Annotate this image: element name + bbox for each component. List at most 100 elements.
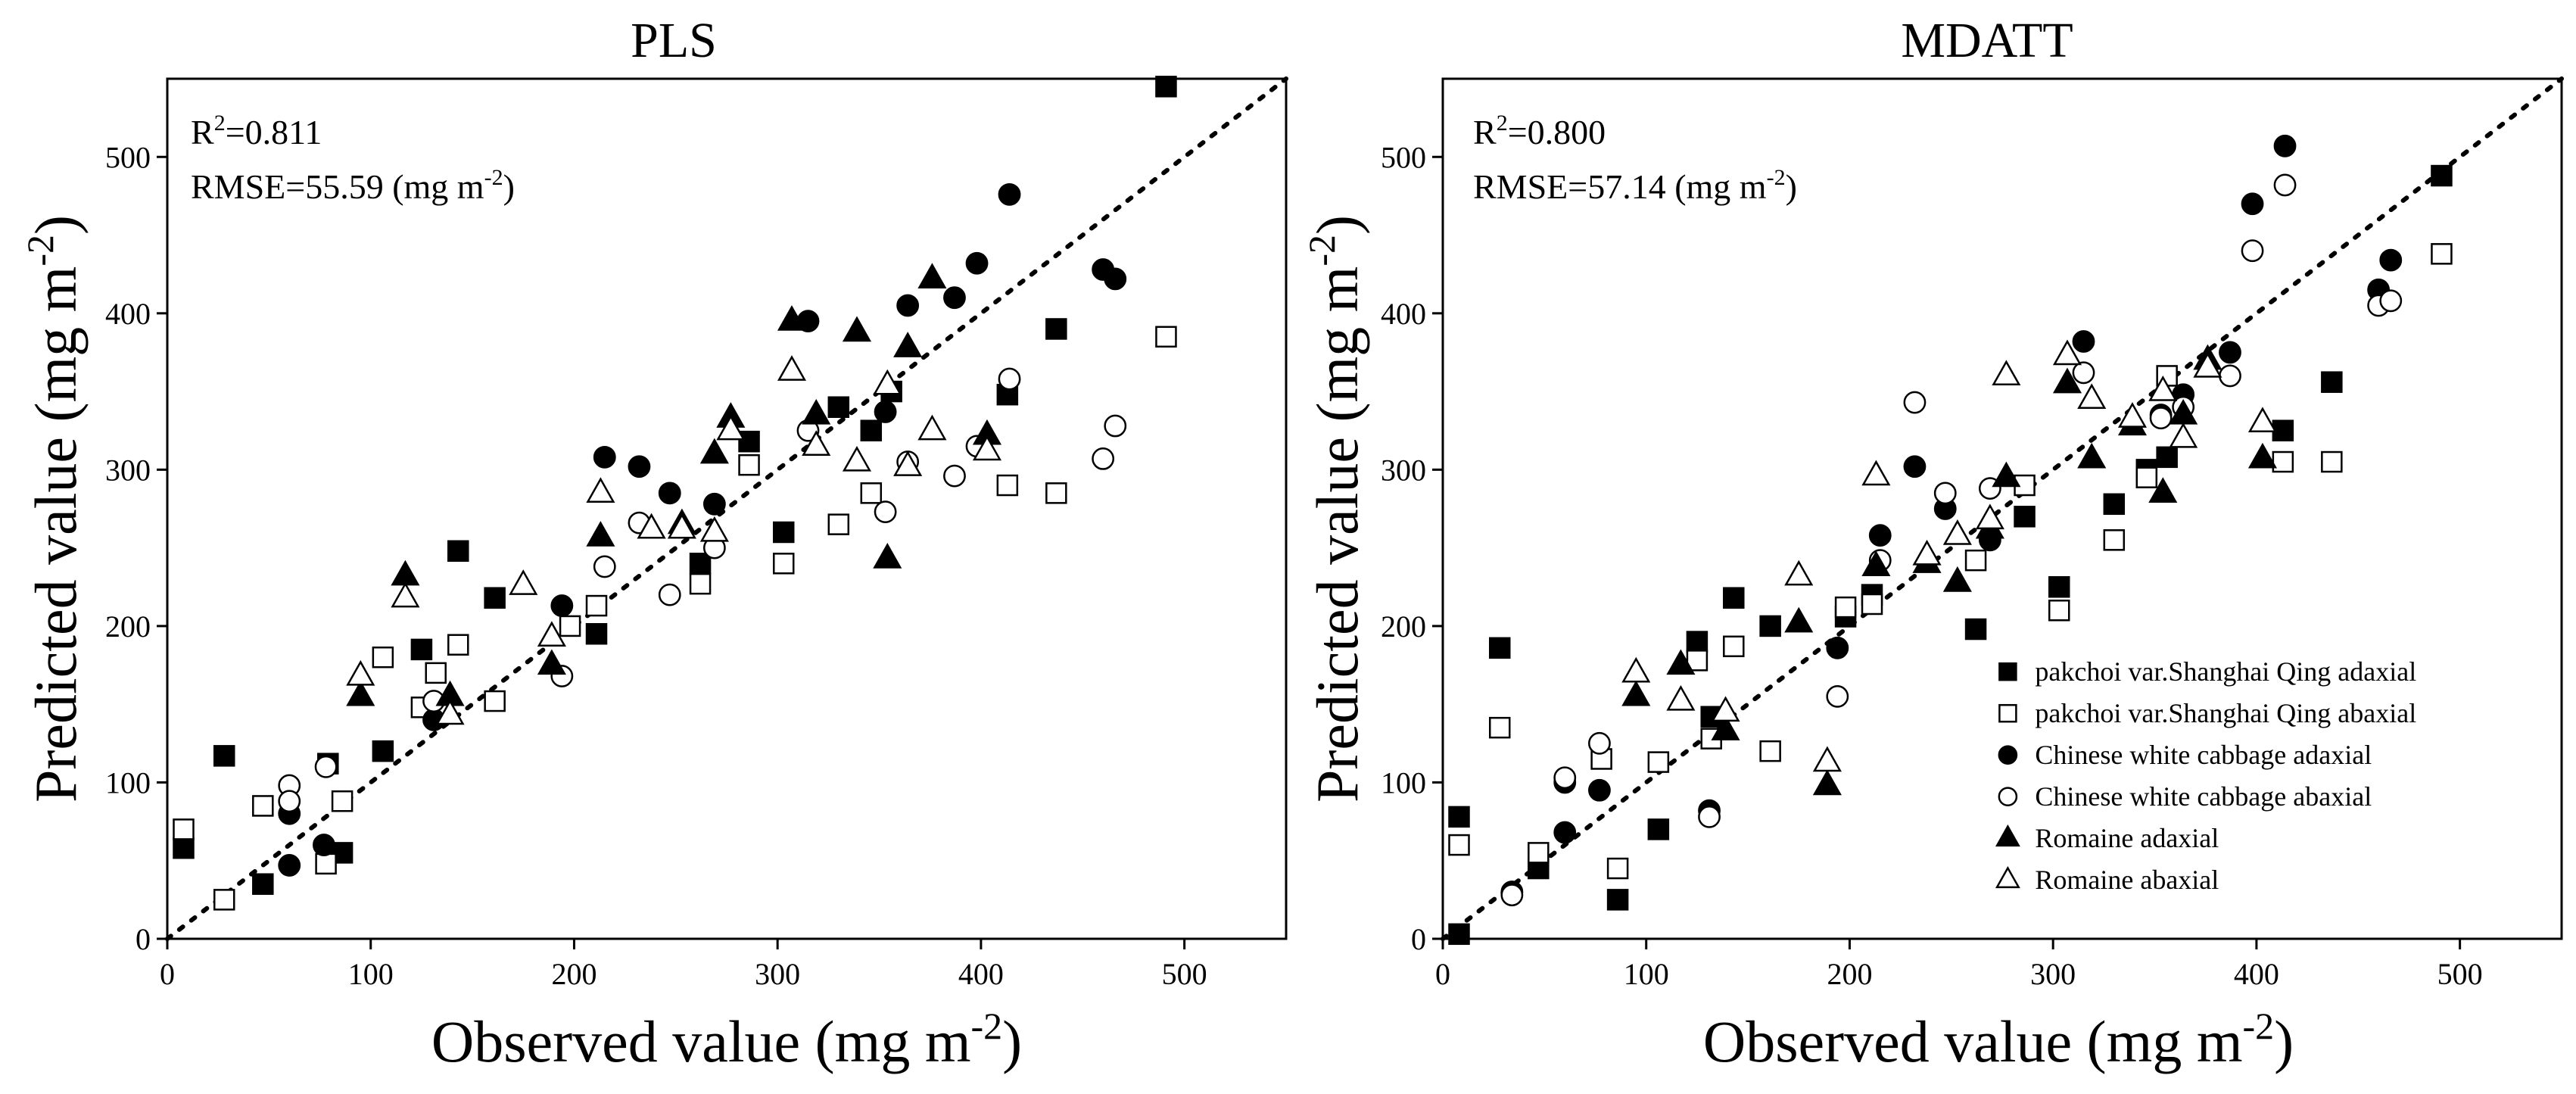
data-point [738,430,760,453]
data-point [702,492,726,516]
data-point [1448,834,1470,856]
axis-ticks: 0 100 200 300 400 500 0 100 200 300 400 500 [1381,140,2483,991]
data-point [1647,751,1670,773]
y-tick-label: 100 [1381,765,1426,799]
data-point [2379,248,2403,272]
data-point [252,795,274,817]
data-point [278,854,301,877]
data-point [2241,239,2264,263]
legend-entry: Romaine adaxial [2035,823,2219,853]
y-axis-label: Predicted value (mg m-2) [19,215,89,803]
data-point [2273,173,2297,197]
data-point [1784,559,1814,586]
data-point [917,414,947,441]
y-tick-label: 400 [1381,297,1426,331]
data-point [313,834,335,856]
y-tick-label: 500 [105,140,151,174]
data-point [585,594,608,617]
legend-entry: Romaine abaxial [2035,865,2219,895]
data-point [1686,650,1709,672]
data-point [1975,503,2004,530]
data-point [1903,455,1927,478]
data-point [777,305,807,331]
data-point [1045,318,1067,340]
data-point [1711,715,1740,740]
data-point [1723,587,1745,609]
mdatt-panel: MDATT 0 100 200 300 400 500 0 100 200 300 400 500 R… [1300,13,2564,1074]
data-point [1698,805,1721,828]
data-point [802,430,831,456]
data-point [699,516,729,542]
legend-marker [1998,703,2017,723]
x-tick-label: 500 [2437,957,2483,991]
data-point [1711,696,1740,722]
data-point [772,521,795,544]
data-point [1647,818,1670,840]
data-point [1759,615,1781,637]
data-point [2048,600,2070,622]
data-point [996,474,1019,497]
data-point [484,690,506,712]
data-point [537,649,566,675]
data-point [2148,477,2178,503]
data-point [586,477,615,503]
data-point [1861,593,1883,616]
data-point [585,622,608,645]
y-tick-label: 500 [1381,140,1426,174]
data-point [1826,636,1849,659]
data-point [372,646,394,669]
data-point [1666,649,1696,675]
data-point [1686,631,1709,653]
data-point [2241,192,2264,216]
data-point [689,572,712,595]
y-tick-label: 400 [105,297,151,331]
y-tick-label: 300 [105,453,151,487]
legend: pakchoi var.Shanghai Qing adaxial pakchoi… [1995,656,2416,895]
data-point [2321,450,2343,473]
data-point [1812,746,1842,772]
data-point [2052,367,2082,394]
data-point [827,513,850,535]
data-point [1666,684,1696,711]
data-point [1861,550,1891,577]
data-point [802,398,831,425]
data-points [173,76,1177,911]
legend-marker [1995,865,2020,889]
data-point [2103,529,2126,551]
data-point [2072,330,2095,353]
data-point [842,316,872,342]
legend-entry: pakchoi var.Shanghai Qing adaxial [2035,656,2416,687]
legend-marker [1998,745,2018,765]
data-point [314,755,338,778]
pls-panel: PLS 0 100 200 300 400 500 0 100 200 300 400 500 R2=… [19,13,1288,1074]
data-point [1964,549,1987,572]
data-point [372,740,394,762]
data-point [893,450,923,476]
x-tick-label: 400 [958,957,1004,991]
y-tick-label: 200 [105,609,151,644]
data-point [1155,326,1177,348]
data-point [2431,243,2453,265]
data-point [2014,506,2036,528]
data-point [2103,493,2126,516]
x-tick-label: 100 [1624,957,1669,991]
data-point [173,837,195,859]
data-point [1606,889,1629,911]
y-axis-label: Predicted value (mg m-2) [1300,215,1370,803]
data-point [2077,442,2107,469]
data-point [860,482,883,504]
data-point [1588,731,1611,755]
data-point [738,453,760,476]
data-point [2247,407,2278,433]
data-point [2148,376,2178,401]
data-point [667,513,696,539]
data-point [1448,923,1470,946]
x-tick-label: 300 [755,957,800,991]
data-point [860,419,883,441]
data-point [873,369,902,395]
data-point [391,581,420,608]
data-point [2247,442,2278,469]
y-tick-label: 0 [135,922,151,956]
data-point [425,662,447,684]
